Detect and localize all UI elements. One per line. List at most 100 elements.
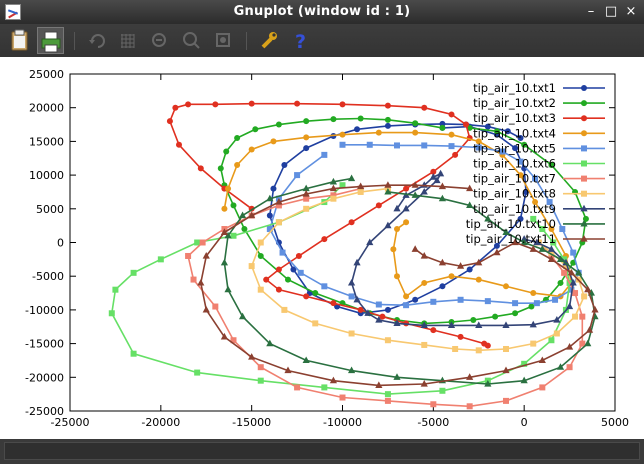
data-point (330, 116, 337, 123)
print-icon[interactable] (37, 27, 64, 54)
y-tick-label: 0 (57, 237, 64, 250)
data-point (528, 303, 535, 310)
plot-area[interactable]: -25000 -20000 -15000 -10000 -5000 0 5000 -25000… (0, 57, 644, 439)
y-tick-label: 10000 (29, 169, 64, 182)
data-point (572, 313, 579, 320)
data-point (584, 339, 592, 347)
data-point (429, 173, 437, 180)
data-point (294, 100, 301, 107)
autoscale-icon[interactable] (210, 27, 237, 54)
data-point (504, 128, 511, 135)
data-point (384, 337, 391, 344)
data-point (565, 302, 574, 310)
data-point (439, 124, 446, 131)
close-button[interactable]: × (625, 4, 637, 19)
data-point (194, 239, 201, 246)
clipboard-icon[interactable] (6, 27, 33, 54)
data-point (591, 305, 599, 313)
data-point (430, 168, 437, 175)
y-tick-label: -15000 (25, 338, 64, 351)
help-icon[interactable]: ? (287, 27, 314, 54)
data-point (266, 212, 273, 219)
data-point (530, 290, 537, 297)
data-point (330, 195, 337, 202)
data-point (511, 238, 519, 246)
data-point (517, 172, 524, 179)
data-point (281, 161, 288, 168)
data-point (257, 377, 264, 384)
legend-label: tip_air_10.txt7 (473, 172, 556, 186)
data-point (375, 381, 383, 388)
data-point (556, 255, 565, 262)
data-point (384, 181, 392, 188)
status-bar (0, 439, 644, 464)
y-tick-label: 15000 (29, 135, 64, 148)
data-point (234, 161, 241, 168)
data-point (438, 182, 447, 190)
data-point (412, 296, 419, 303)
data-point (421, 341, 428, 348)
data-point (357, 182, 365, 190)
data-point (430, 401, 437, 408)
toolbar-separator (74, 32, 75, 50)
data-point (411, 181, 419, 188)
data-point (493, 242, 500, 249)
data-point (539, 226, 546, 233)
data-point (570, 249, 577, 256)
data-point (230, 202, 237, 209)
data-point (384, 221, 392, 229)
data-point (220, 332, 229, 340)
data-point (579, 313, 586, 320)
data-point (353, 295, 361, 303)
toolbar-separator (246, 32, 247, 50)
data-point (347, 278, 356, 286)
data-point (559, 226, 566, 233)
data-point (466, 266, 473, 273)
data-point (581, 293, 588, 300)
grid-icon[interactable] (114, 27, 141, 54)
next-zoom-icon[interactable] (178, 27, 205, 54)
data-point (581, 100, 587, 107)
data-point (581, 115, 587, 122)
data-point (185, 101, 192, 108)
data-point (279, 249, 286, 256)
data-point (266, 226, 273, 233)
data-point (512, 310, 519, 317)
data-point (393, 204, 401, 212)
data-point (512, 300, 519, 307)
settings-icon[interactable] (255, 27, 282, 54)
data-point (403, 302, 410, 309)
data-point (157, 256, 164, 263)
data-point (547, 255, 556, 262)
data-point (347, 174, 356, 182)
data-point (302, 184, 310, 192)
data-point (466, 403, 473, 410)
minimize-button[interactable]: – (587, 4, 595, 19)
data-point (130, 269, 137, 276)
data-point (248, 263, 255, 270)
data-point (303, 145, 310, 152)
maximize-button[interactable]: □ (604, 4, 618, 19)
data-point (484, 123, 491, 130)
data-point (375, 129, 382, 136)
replot-icon[interactable] (84, 27, 111, 54)
data-point (570, 259, 577, 266)
data-point (421, 104, 428, 111)
previous-zoom-icon[interactable] (146, 27, 173, 54)
data-point (502, 228, 510, 235)
data-point (248, 100, 255, 107)
data-point (220, 258, 229, 266)
data-point (357, 306, 364, 313)
data-point (548, 161, 555, 168)
legend-label: tip_air_10.txt8 (473, 187, 556, 201)
data-point (379, 313, 386, 320)
data-point (452, 151, 459, 158)
data-point (533, 238, 541, 246)
data-point (202, 305, 210, 313)
data-point (475, 276, 482, 283)
data-point (503, 397, 509, 404)
legend-label: tip_air_10.txt2 (473, 96, 556, 110)
data-point (412, 120, 419, 127)
data-point (448, 143, 455, 150)
data-point (581, 145, 587, 152)
